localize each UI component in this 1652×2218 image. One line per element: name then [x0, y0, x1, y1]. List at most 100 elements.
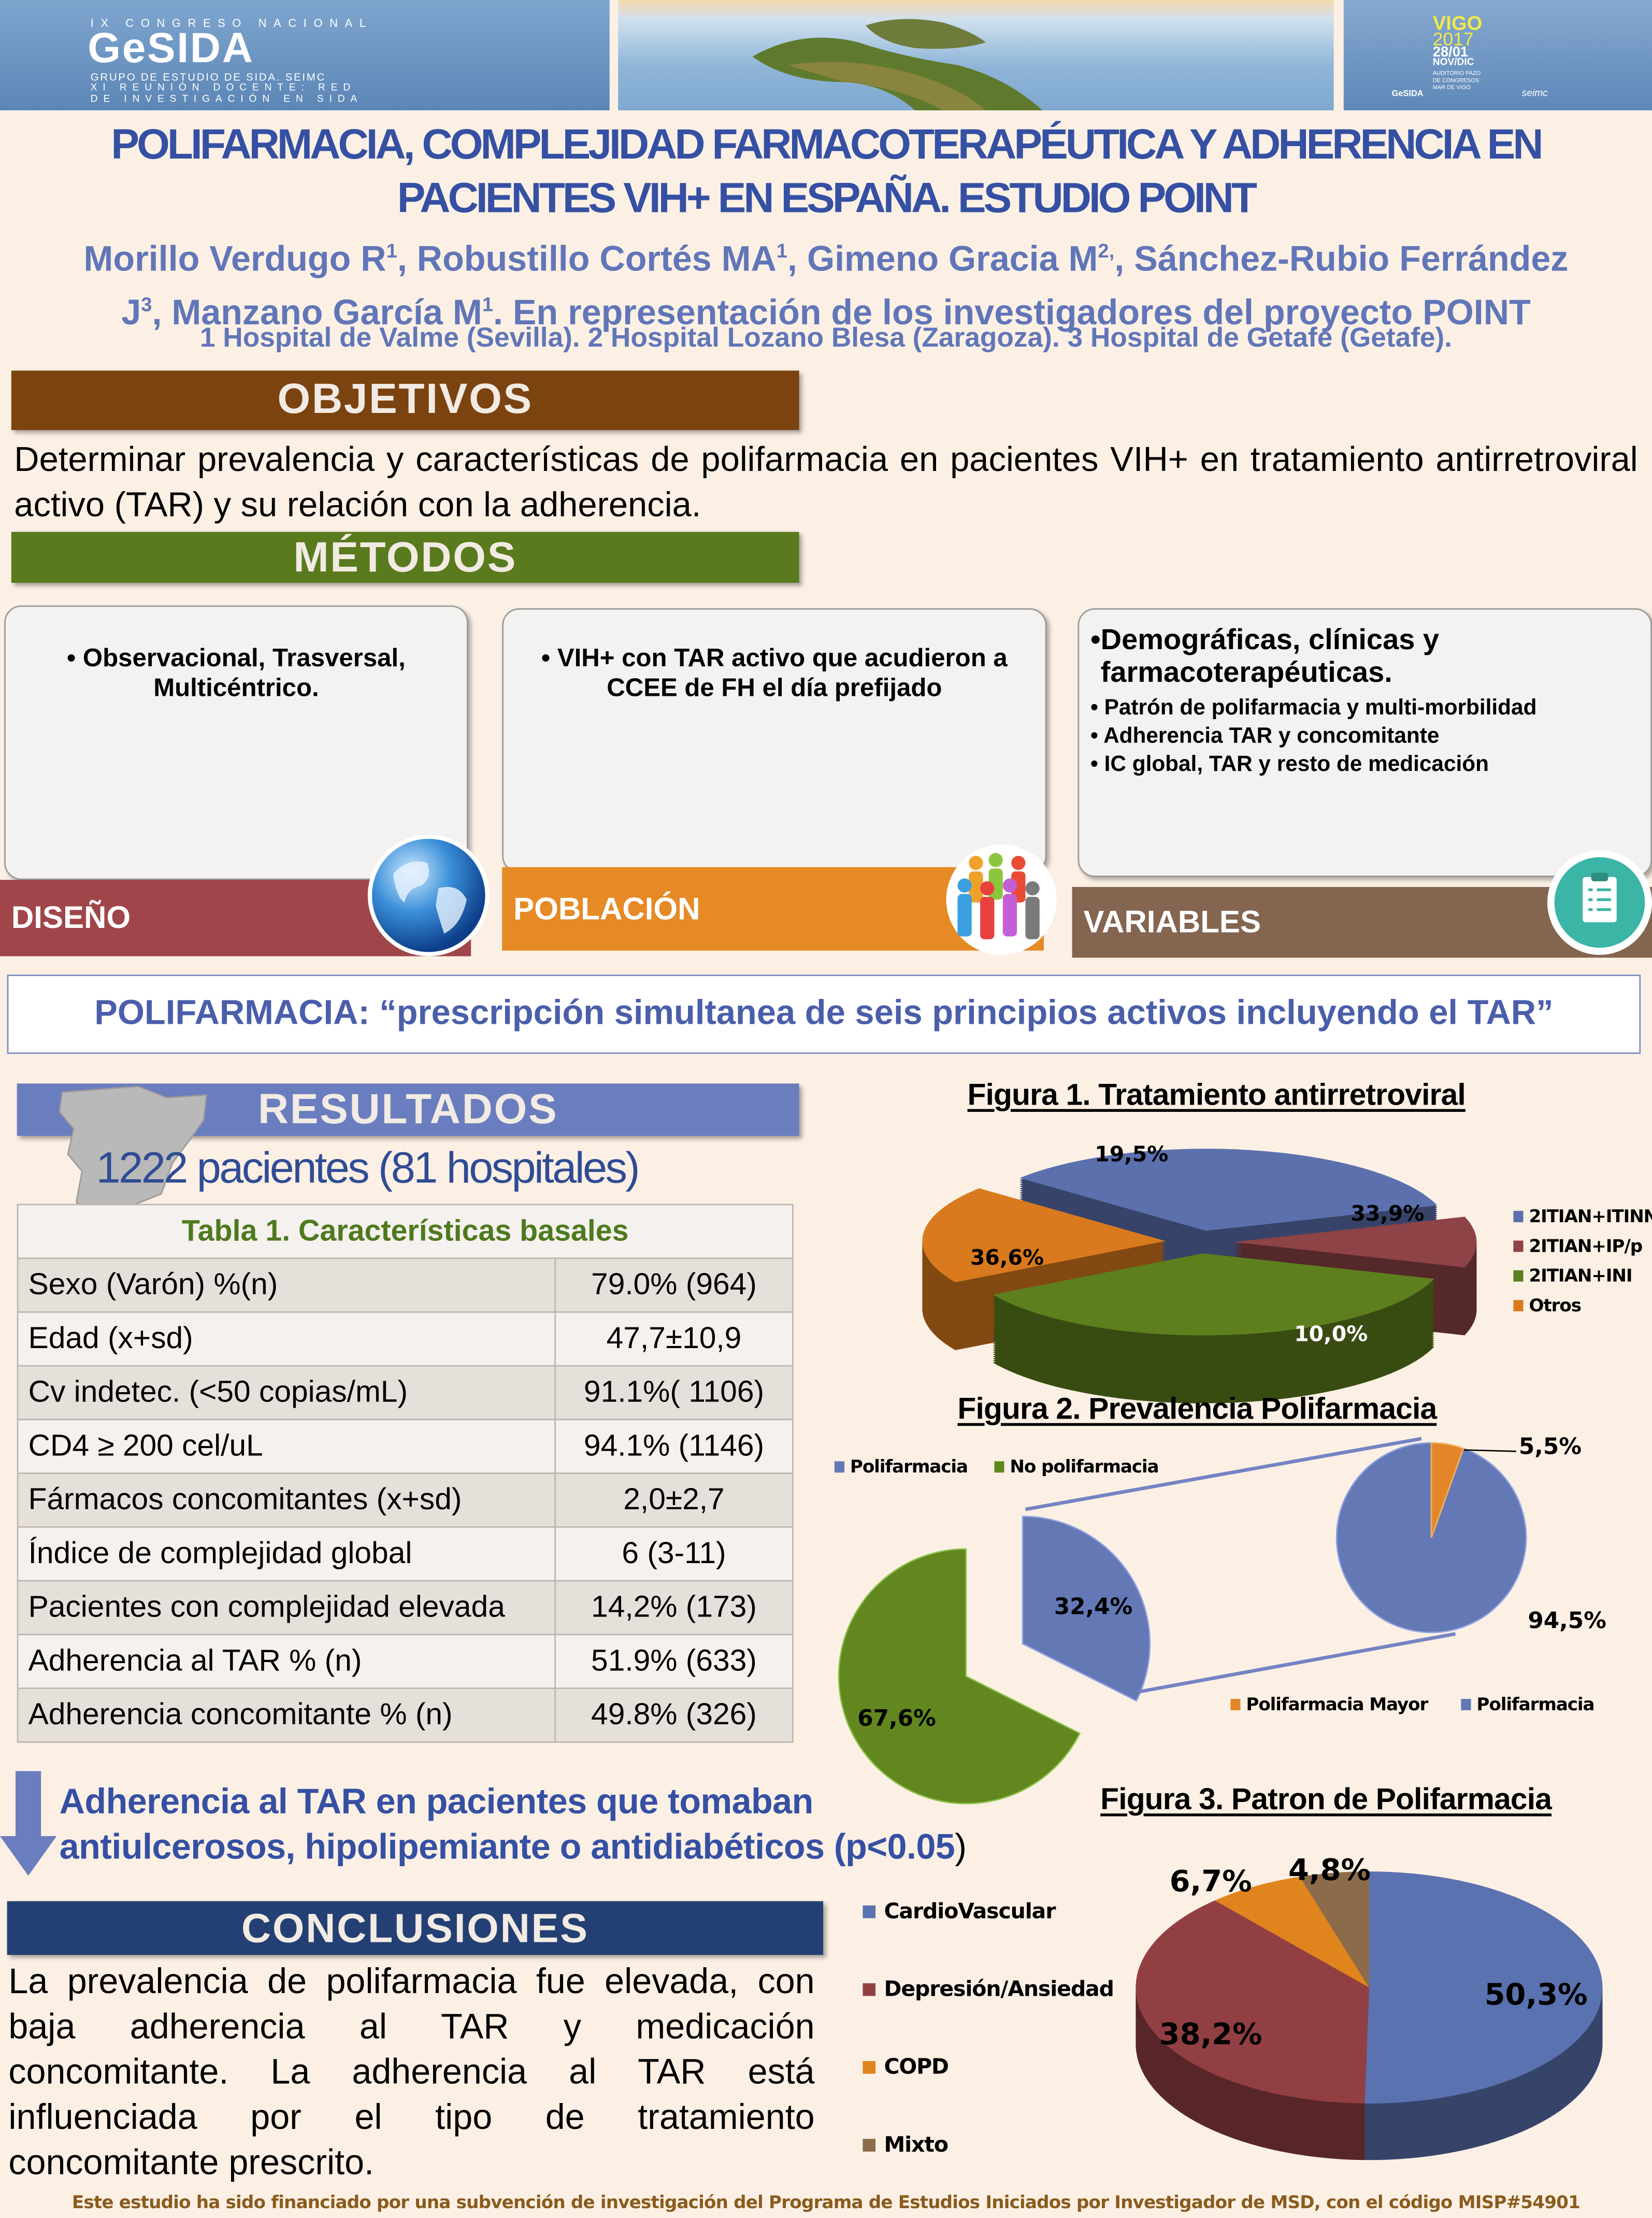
seimc-logo: seimc [1521, 89, 1548, 99]
pie-slice [1364, 1871, 1603, 2103]
affiliation-superscript: 1 [386, 239, 397, 262]
affiliations: 1 Hospital de Valme (Sevilla). 2 Hospita… [199, 322, 1453, 354]
poblacion-box: • VIH+ con TAR activo que acudieron a CC… [502, 608, 1047, 873]
authors: Morillo Verdugo R1, Robustillo Cortés MA… [0, 228, 1652, 336]
figure1-legend: 2ITIAN+ITINN 2ITIAN+IP/p 2ITIAN+INI Otros [1513, 1205, 1652, 1324]
author-text: , Robustillo Cortés MA [397, 239, 777, 279]
polifarmacia-definition: POLIFARMACIA: “prescripción simultanea d… [7, 975, 1641, 1054]
legend-label: 2ITIAN+INI [1529, 1264, 1632, 1286]
row-label: Fármacos concomitantes (x+sd) [17, 1472, 556, 1528]
leader-line [1463, 1449, 1516, 1452]
legend-label: Polifarmacia [1476, 1693, 1594, 1715]
row-label: Adherencia al TAR % (n) [17, 1634, 556, 1689]
affiliation-superscript: 1 [482, 293, 493, 316]
pie-slice [838, 1548, 1081, 1805]
banner-months: NOV/DIC [1432, 58, 1474, 68]
table-row: Fármacos concomitantes (x+sd) 2,0±2,7 [17, 1472, 794, 1528]
authors-line: Morillo Verdugo R1, Robustillo Cortés MA… [0, 228, 1652, 282]
data-label: 50,3% [1485, 1977, 1588, 2012]
author-text: . En representación de los investigadore… [493, 293, 1531, 334]
banner-island-image [618, 0, 1334, 110]
legend-swatch [1230, 1698, 1241, 1710]
data-label: 33,9% [1351, 1201, 1424, 1226]
banner-group: GRUPO DE ESTUDIO DE SIDA. SEIMC [90, 70, 326, 84]
clipboard-icon [1547, 850, 1652, 955]
row-value: 51.9% (633) [554, 1634, 794, 1689]
connector-line [1025, 1437, 1422, 1511]
row-value: 79.0% (964) [554, 1257, 794, 1313]
legend-swatch [863, 1982, 876, 1996]
author-text: , Sánchez-Rubio Ferrández [1114, 239, 1569, 279]
row-value: 14,2% (173) [554, 1580, 794, 1636]
author-text: Morillo Verdugo R [83, 239, 386, 279]
finding-line: Adherencia al TAR en pacientes que tomab… [59, 1782, 814, 1822]
affiliation-superscript: 3 [141, 293, 152, 316]
conclusiones-text: La prevalencia de polifarmacia fue eleva… [8, 1962, 815, 2183]
legend-label: No polifarmacia [1010, 1455, 1159, 1477]
row-label: Adherencia concomitante % (n) [17, 1687, 556, 1743]
author-text: , Manzano García M [152, 293, 482, 334]
venue-line: MAR DE VIGO [1432, 83, 1471, 91]
diseno-text: Observacional, Trasversal, Multicéntrico… [82, 643, 406, 702]
legend-swatch [1513, 1240, 1524, 1251]
row-value: 47,7±10,9 [554, 1311, 794, 1367]
data-label: 32,4% [1054, 1593, 1133, 1620]
banner-meeting: XI REUNIÓN DOCENTE: RED [90, 83, 356, 94]
finding-paren: ) [955, 1827, 967, 1867]
figure3-title: Figura 3. Patron de Polifarmacia [1100, 1782, 1552, 1816]
data-label: 4,8% [1288, 1853, 1371, 1887]
banner-event-info: VIGO 2017 28/01 NOV/DIC AUDITORIO PAZO DE… [1343, 0, 1652, 110]
author-text: , Gimeno Gracia M [787, 239, 1098, 279]
data-label: 6,7% [1170, 1864, 1252, 1898]
figure3-legend-item: CardioVascular [863, 1898, 1056, 1924]
figure2-secondary-legend-item: Polifarmacia Mayor [1230, 1693, 1428, 1714]
figure1-legend-item: 2ITIAN+IP/p [1513, 1235, 1652, 1256]
section-header-metodos: MÉTODOS [11, 532, 799, 583]
table-row: Índice de complejidad global 6 (3-11) [17, 1526, 794, 1582]
down-arrow-icon [0, 1771, 57, 1876]
finding-text: antiulcerosos, hipolipemiante o antidiab… [59, 1827, 955, 1867]
figure3-legend-item: Depresión/Ansiedad [863, 1976, 1114, 2001]
poster-title: POLIFARMACIA, COMPLEJIDAD FARMACOTERAPÉU… [0, 119, 1652, 226]
data-label: 19,5% [1095, 1142, 1168, 1167]
data-label: 94,5% [1528, 1608, 1606, 1634]
people-icon [946, 844, 1057, 955]
objetivos-text: Determinar prevalencia y características… [14, 441, 1638, 525]
pie-slice [1022, 1515, 1151, 1702]
table-row: Sexo (Varón) %(n) 79.0% (964) [17, 1257, 794, 1313]
legend-label: 2ITIAN+IP/p [1529, 1235, 1643, 1256]
figure2-legend-item: Polifarmacia [834, 1455, 968, 1477]
table-title: Tabla 1. Características basales [17, 1204, 794, 1259]
author-text: J [121, 293, 141, 334]
pie-slice [1215, 1877, 1369, 1988]
legend-label: 2ITIAN+ITINN [1529, 1205, 1652, 1227]
figure1-title: Figura 1. Tratamiento antirretroviral [967, 1078, 1466, 1112]
banner-brand: GeSIDA [88, 25, 254, 73]
figure1-pie-chart: 33,9% 10,0% 36,6% 19,5% [922, 1142, 1477, 1404]
baseline-characteristics-table: Tabla 1. Características basales Sexo (V… [17, 1204, 794, 1743]
row-label: Edad (x+sd) [17, 1311, 556, 1367]
legend-label: Polifarmacia [850, 1455, 968, 1477]
variables-item: • Patrón de polifarmacia y multi-morbili… [1090, 696, 1537, 720]
banner-venue: AUDITORIO PAZO DE CONGRESOS MAR DE VIGO [1433, 69, 1481, 91]
row-label: Sexo (Varón) %(n) [17, 1257, 556, 1313]
banner-network: DE INVESTIGACIÓN EN SIDA [90, 94, 363, 105]
legend-swatch [863, 2060, 876, 2073]
banner-city: VIGO [1432, 11, 1483, 34]
row-label: Índice de complejidad global [17, 1526, 556, 1582]
connector-line [1138, 1632, 1456, 1694]
title-line: PACIENTES VIH+ EN ESPAÑA. ESTUDIO POINT [397, 175, 1257, 222]
pie-slice [1019, 1149, 1438, 1231]
figure2-title: Figura 2. Prevalencia Polifarmacia [957, 1392, 1437, 1426]
legend-swatch [1513, 1210, 1524, 1222]
row-label: Pacientes con complejidad elevada [17, 1580, 556, 1636]
figure1-legend-item: 2ITIAN+INI [1513, 1265, 1652, 1286]
venue-line: DE CONGRESOS [1432, 76, 1479, 84]
variables-item: • Adherencia TAR y concomitante [1090, 724, 1440, 749]
diseno-bullet: • Observacional, Trasversal, Multicéntri… [67, 643, 406, 702]
legend-swatch [863, 2138, 876, 2151]
pie-slice [1300, 1871, 1369, 1988]
figure3-pie-chart: 50,3% 38,2% 6,7% 4,8% [1136, 1853, 1603, 2160]
legend-swatch [863, 1905, 876, 1918]
pie-slice [1136, 1900, 1369, 2103]
